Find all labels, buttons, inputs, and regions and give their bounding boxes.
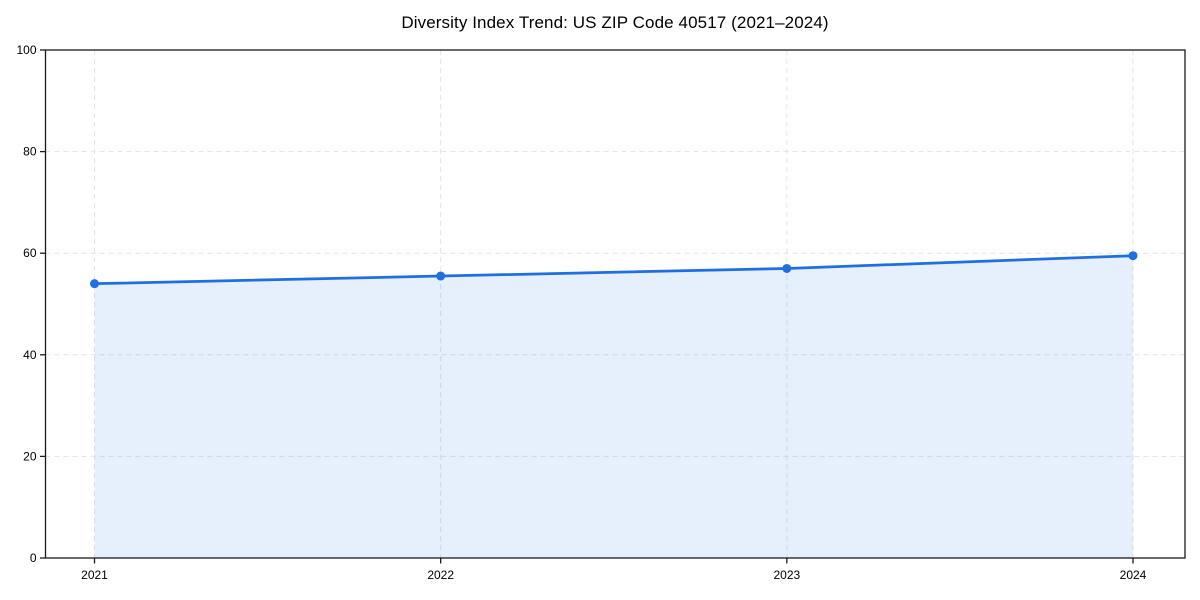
y-tick-label: 60 xyxy=(23,246,37,260)
x-tick-label: 2022 xyxy=(427,568,454,582)
data-point xyxy=(436,271,446,281)
y-tick-label: 80 xyxy=(23,145,37,159)
area-fill xyxy=(94,255,1133,559)
plot-frame xyxy=(44,49,1186,559)
y-tick-label: 20 xyxy=(23,449,37,463)
y-tick-label: 40 xyxy=(23,348,37,362)
chart-title: Diversity Index Trend: US ZIP Code 40517… xyxy=(401,13,829,32)
x-tick-label: 2023 xyxy=(773,568,800,582)
x-tick-label: 2024 xyxy=(1120,568,1147,582)
data-point xyxy=(782,263,792,273)
data-line xyxy=(93,254,1135,286)
y-tick-label: 0 xyxy=(30,551,37,565)
y-tick-label: 100 xyxy=(16,43,36,57)
x-tick-label: 2021 xyxy=(81,568,108,582)
data-point xyxy=(90,279,99,289)
data-point xyxy=(1128,251,1138,261)
